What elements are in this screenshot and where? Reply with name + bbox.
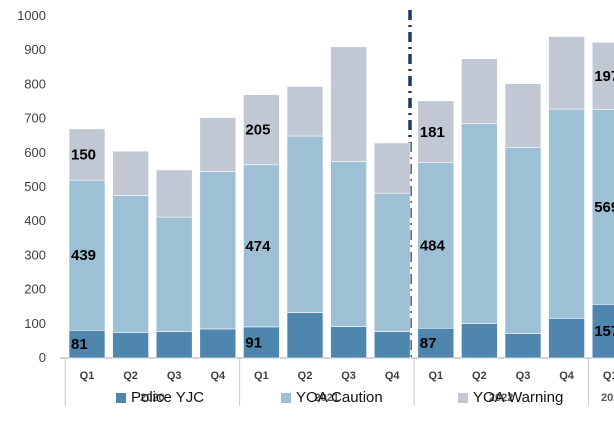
- y-tick-label: 1000: [17, 8, 46, 23]
- x-group-label: 2022: [489, 392, 513, 404]
- legend-item-yoa-caution: YOA Caution: [281, 389, 383, 406]
- x-tick-label: Q2: [472, 370, 487, 382]
- data-label: 439: [71, 247, 96, 264]
- x-tick-label: Q1: [254, 370, 269, 382]
- bar-segment-yoa-caution: [155, 216, 193, 332]
- bar-segment-police-yjc: [373, 331, 411, 359]
- bar-segment-yoa-warning: [591, 42, 614, 111]
- bar-segment-yoa-caution: [68, 179, 106, 331]
- bar-segment-police-yjc: [286, 312, 324, 359]
- bar-segment-police-yjc: [243, 326, 280, 359]
- x-tick-label: Q2: [123, 370, 138, 382]
- bar-segment-yoa-caution: [461, 123, 498, 324]
- bar-segment-yoa-warning: [243, 94, 280, 166]
- bar-segment-yoa-warning: [112, 150, 149, 196]
- bar-segment-yoa-warning: [286, 86, 324, 137]
- legend-swatch: [281, 392, 291, 403]
- bar-segment-yoa-caution: [548, 108, 585, 319]
- bar-segment-yoa-caution: [112, 195, 149, 333]
- bar-segment-police-yjc: [417, 327, 455, 359]
- y-tick-label: 900: [24, 42, 46, 57]
- data-label: 87: [420, 335, 437, 352]
- bar-segment-yoa-warning: [461, 58, 498, 125]
- legend-label: Police YJC: [131, 389, 205, 406]
- y-tick-label: 500: [24, 179, 46, 194]
- data-label: 197: [594, 68, 614, 85]
- legend-item-yoa-warning: YOA Warning: [458, 389, 563, 406]
- y-tick-label: 700: [24, 111, 46, 126]
- x-tick-label: Q3: [341, 370, 356, 382]
- x-group-label: 2021: [315, 392, 339, 404]
- bar-segment-yoa-caution: [417, 162, 455, 329]
- x-group-label: 2020: [140, 392, 164, 404]
- bar-segment-yoa-caution: [243, 164, 280, 328]
- bar-segment-police-yjc: [504, 333, 542, 359]
- data-label: 474: [245, 238, 271, 255]
- y-tick-label: 800: [24, 76, 46, 91]
- data-label: 484: [420, 237, 446, 254]
- y-tick-label: 0: [39, 350, 46, 365]
- x-tick-label: Q1: [80, 370, 95, 382]
- bar-segment-yoa-warning: [68, 128, 106, 181]
- bar-segment-yoa-warning: [330, 46, 367, 162]
- bar-segment-yoa-warning: [155, 169, 193, 218]
- data-label: 569: [594, 199, 614, 216]
- x-tick-label: Q4: [559, 370, 575, 382]
- bar-segment-police-yjc: [548, 318, 585, 359]
- bar-segment-police-yjc: [155, 331, 193, 359]
- bar-segment-yoa-warning: [199, 117, 237, 172]
- bar-segment-yoa-caution: [199, 171, 237, 330]
- bar-segment-yoa-caution: [330, 161, 367, 327]
- bar-segment-yoa-warning: [548, 36, 585, 110]
- bar-segment-police-yjc: [330, 326, 367, 359]
- y-tick-label: 300: [24, 247, 46, 262]
- x-group-label: 202: [601, 392, 614, 404]
- bar-segment-yoa-caution: [286, 135, 324, 313]
- bar-segment-yoa-caution: [373, 192, 411, 332]
- bar-segment-yoa-warning: [504, 83, 542, 148]
- x-tick-label: Q4: [210, 370, 226, 382]
- legend-label: YOA Warning: [473, 389, 564, 406]
- bar-segment-yoa-warning: [417, 100, 455, 164]
- bar-segment-police-yjc: [112, 332, 149, 359]
- y-tick-label: 100: [24, 316, 46, 331]
- data-label: 205: [245, 122, 270, 139]
- y-tick-label: 200: [24, 282, 46, 297]
- x-tick-label: Q3: [167, 370, 182, 382]
- x-tick-label: Q1: [428, 370, 443, 382]
- y-tick-label: 600: [24, 145, 46, 160]
- data-label: 181: [420, 124, 445, 141]
- data-label: 157: [594, 323, 614, 340]
- bar-segment-police-yjc: [461, 323, 498, 359]
- bar-segment-police-yjc: [199, 328, 237, 359]
- x-tick-label: Q4: [385, 370, 401, 382]
- legend-label: YOA Caution: [296, 389, 383, 406]
- bar-segment-yoa-warning: [373, 142, 411, 194]
- x-tick-label: Q3: [516, 370, 531, 382]
- data-label: 150: [71, 147, 96, 164]
- legend-item-police-yjc: Police YJC: [116, 389, 204, 406]
- data-label: 81: [71, 336, 88, 353]
- x-tick-label: Q2: [298, 370, 313, 382]
- legend-swatch: [458, 392, 468, 403]
- data-label: 91: [245, 334, 262, 351]
- chart-legend: Police YJC YOA Caution YOA Warning: [0, 389, 614, 411]
- y-tick-label: 400: [24, 213, 46, 228]
- x-tick-label: Q1: [603, 370, 614, 382]
- legend-swatch: [116, 392, 126, 403]
- bar-segment-yoa-caution: [504, 147, 542, 334]
